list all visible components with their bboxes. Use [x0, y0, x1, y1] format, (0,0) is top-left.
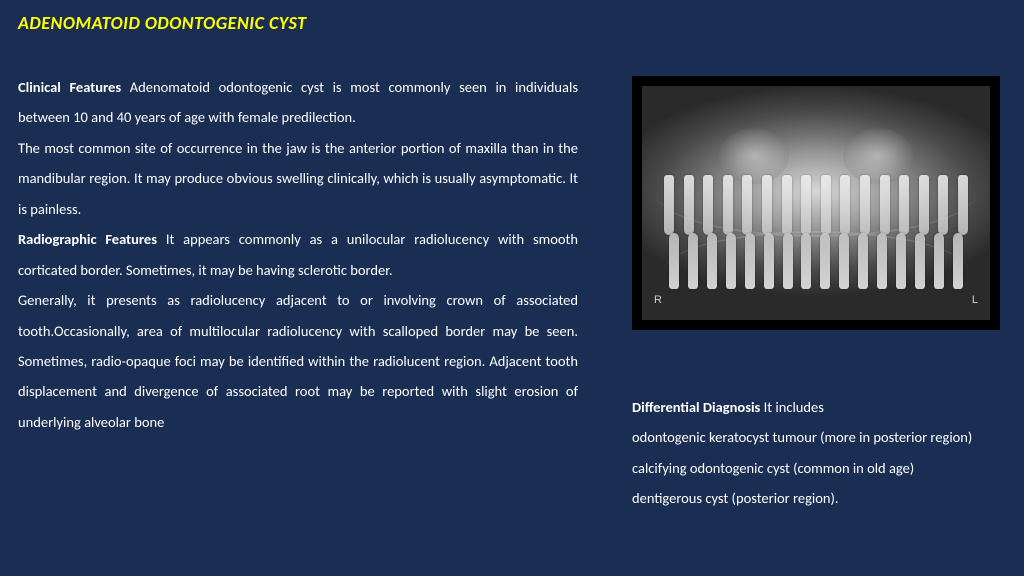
marker-left: L [972, 294, 978, 306]
lower-arch [663, 231, 969, 289]
panoramic-radiograph: R L [642, 86, 990, 320]
diff-item-1: odontogenic keratocyst tumour (more in p… [632, 422, 1004, 452]
upper-arch [656, 175, 976, 237]
radiograph-figure: R L [632, 76, 1000, 330]
marker-right: R [654, 294, 662, 306]
radiographic-features-heading: Radiographic Features [18, 230, 157, 248]
differential-diagnosis-line: Differential Diagnosis It includes [632, 392, 1004, 422]
differential-diagnosis-heading: Differential Diagnosis [632, 398, 760, 416]
right-column: Differential Diagnosis It includes odont… [632, 392, 1004, 514]
clinical-features-heading: Clinical Features [18, 78, 121, 96]
diff-item-2: calcifying odontogenic cyst (common in o… [632, 453, 1004, 483]
diff-item-3: dentigerous cyst (posterior region). [632, 483, 1004, 513]
page-title: ADENOMATOID ODONTOGENIC CYST [18, 12, 307, 34]
left-column: Clinical Features Adenomatoid odontogeni… [18, 72, 578, 437]
radiographic-features-text-2: Generally, it presents as radiolucency a… [18, 285, 578, 437]
clinical-features-text-2: The most common site of occurrence in th… [18, 133, 578, 224]
differential-diagnosis-lead: It includes [760, 398, 824, 416]
